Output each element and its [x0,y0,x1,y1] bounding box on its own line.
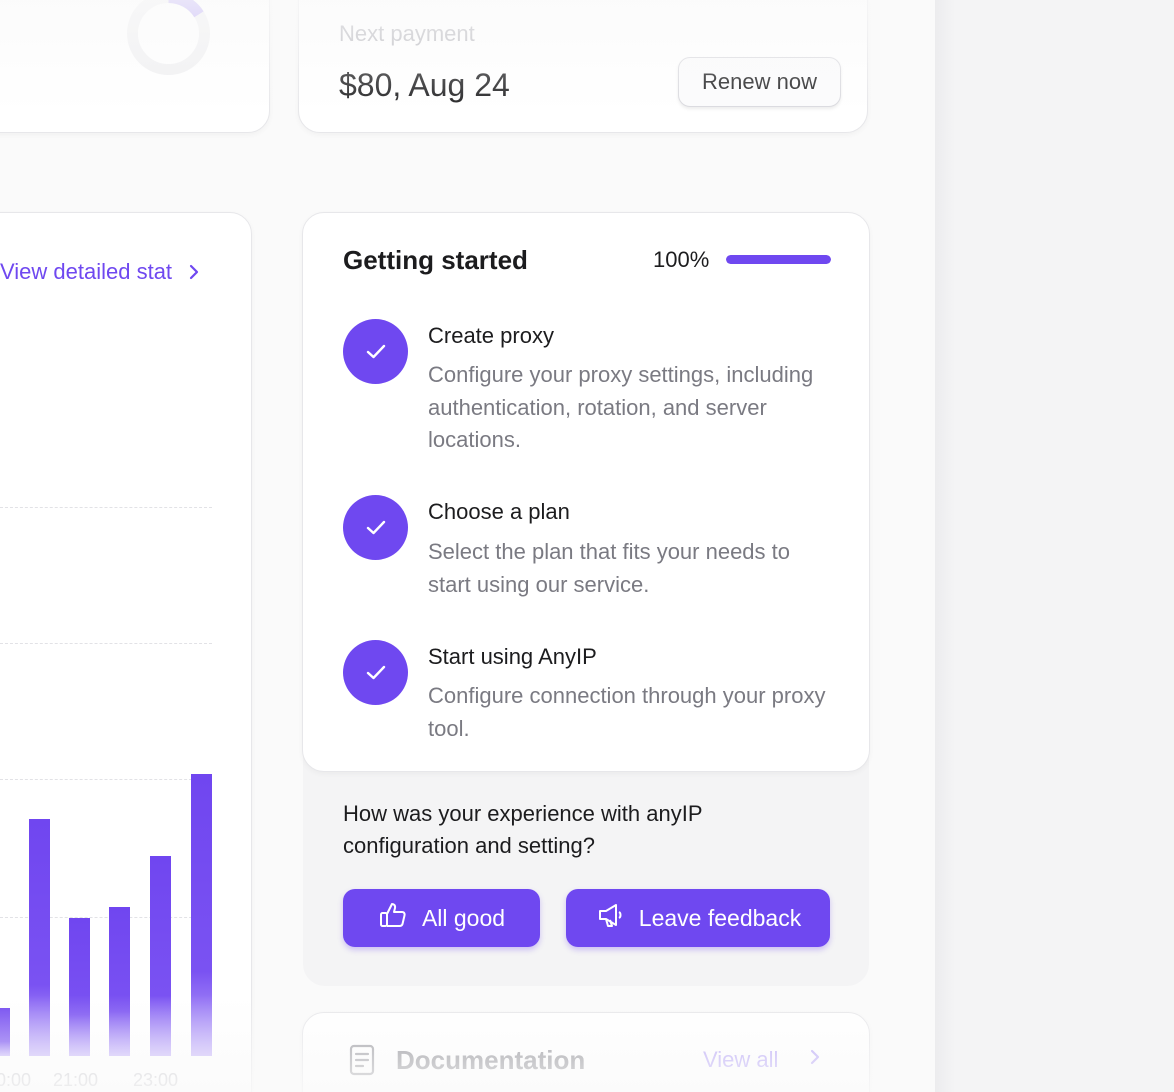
leave-feedback-button[interactable]: Leave feedback [566,889,830,947]
chart-grid-line [0,643,212,644]
document-icon [348,1043,376,1077]
chart-bar [191,774,212,1056]
chart-grid-line [0,779,212,780]
usage-donut [127,0,210,75]
view-all-link[interactable]: View all [703,1047,779,1072]
step-1-description: Configure your proxy settings, including… [428,362,814,452]
payment-card: Next payment $80, Aug 24 Renew now [298,0,868,133]
step-3-description: Configure connection through your proxy … [428,683,826,741]
chart-bar [150,855,171,1056]
getting-started-progress-bar [726,255,831,264]
step-1-check-icon [343,319,408,384]
feedback-panel: How was your experience with anyIP confi… [303,748,869,986]
thumbs-up-icon [378,900,408,936]
getting-started-progress-fill [726,255,831,264]
all-good-label: All good [421,904,506,931]
step-3-title: Start using AnyIP [428,644,597,669]
step-1-title: Create proxy [428,323,554,348]
getting-started-title: Getting started [343,245,528,275]
chart-bar [0,1008,10,1056]
megaphone-icon [595,900,625,936]
panel-divider [935,0,955,1092]
next-payment-value: $80, Aug 24 [339,67,510,103]
chart-bar [29,819,50,1056]
chart-grid-line [0,917,212,918]
getting-started-progress-label: 100% [653,247,710,272]
step-3-check-icon [343,640,408,705]
step-2-check-icon [343,495,408,560]
documentation-title: Documentation [396,1045,586,1075]
chart-grid-line [0,507,212,508]
renew-now-button[interactable]: Renew now [678,57,841,107]
step-2-title: Choose a plan [428,499,570,524]
chart-bar [69,917,90,1056]
chart-x-tick-label: 20:00 [0,1070,32,1090]
view-detailed-stat-label: View detailed stat [0,259,173,284]
view-detailed-stat-link[interactable]: View detailed stat [0,259,210,289]
chart-x-tick-label: 23:00 [133,1070,179,1090]
next-payment-label: Next payment [339,21,475,46]
chart-bar [109,906,130,1056]
feedback-question: How was your experience with anyIP confi… [343,801,703,858]
usage-card [0,0,270,133]
chevron-right-icon[interactable] [808,1047,822,1073]
getting-started-card: Getting started 100% Create proxy Config… [302,212,870,772]
chevron-right-icon[interactable] [187,262,201,288]
all-good-button[interactable]: All good [343,889,540,947]
documentation-card: Documentation View all [302,1012,870,1092]
step-2-description: Select the plan that fits your needs to … [428,539,791,597]
leave-feedback-label: Leave feedback [638,904,802,931]
chart-x-tick-label: 21:00 [53,1070,99,1090]
